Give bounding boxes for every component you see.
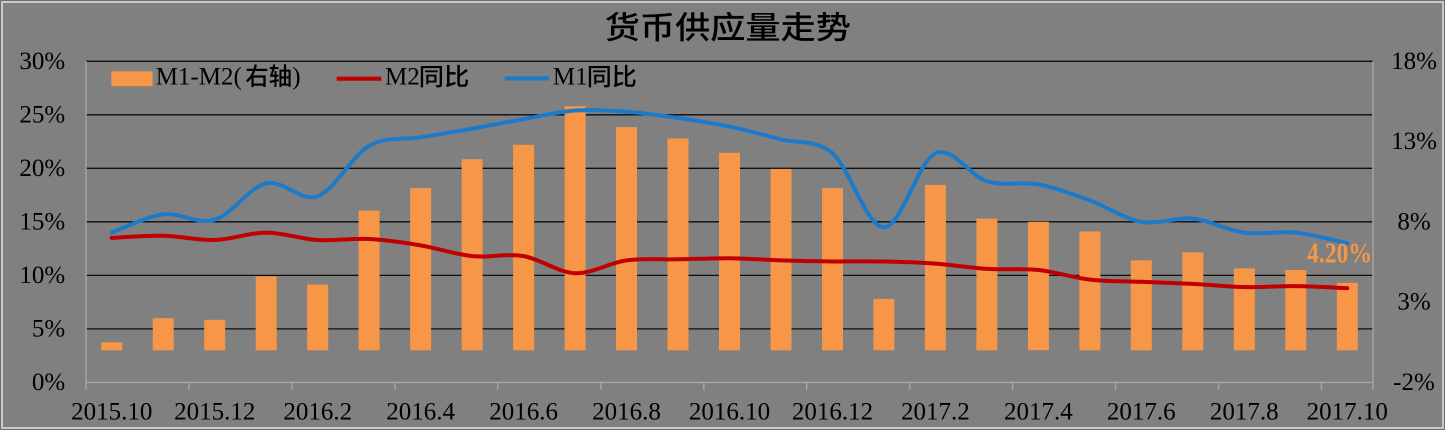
svg-text:2017.2: 2017.2 [901, 398, 970, 425]
svg-text:30%: 30% [19, 48, 65, 75]
svg-text:18%: 18% [1391, 48, 1437, 75]
svg-text:2016.8: 2016.8 [592, 398, 661, 425]
svg-text:2017.6: 2017.6 [1107, 398, 1176, 425]
svg-text:M1-M2(: M1-M2( [156, 63, 242, 90]
svg-text:2017.4: 2017.4 [1004, 398, 1073, 425]
svg-text:M2: M2 [385, 63, 420, 90]
svg-text:M1: M1 [553, 63, 588, 90]
svg-text:2015.10: 2015.10 [71, 398, 152, 425]
svg-text:0%: 0% [32, 369, 65, 396]
svg-text:25%: 25% [19, 101, 65, 128]
svg-text:4.20%: 4.20% [1307, 239, 1372, 270]
svg-text:20%: 20% [19, 155, 65, 182]
svg-text:3%: 3% [1397, 289, 1430, 316]
svg-text:2015.12: 2015.12 [174, 398, 255, 425]
svg-text:2016.2: 2016.2 [283, 398, 352, 425]
svg-text:): ) [292, 63, 300, 90]
svg-text:13%: 13% [1391, 128, 1437, 155]
svg-text:2016.10: 2016.10 [689, 398, 770, 425]
svg-text:10%: 10% [19, 262, 65, 289]
svg-text:2016.4: 2016.4 [386, 398, 455, 425]
svg-text:8%: 8% [1397, 208, 1430, 235]
svg-text:2016.6: 2016.6 [489, 398, 558, 425]
svg-text:2017.10: 2017.10 [1307, 398, 1388, 425]
svg-text:-2%: -2% [1393, 369, 1435, 396]
svg-text:2017.8: 2017.8 [1210, 398, 1279, 425]
svg-text:15%: 15% [19, 208, 65, 235]
svg-text:5%: 5% [32, 315, 65, 342]
svg-text:2016.12: 2016.12 [792, 398, 873, 425]
